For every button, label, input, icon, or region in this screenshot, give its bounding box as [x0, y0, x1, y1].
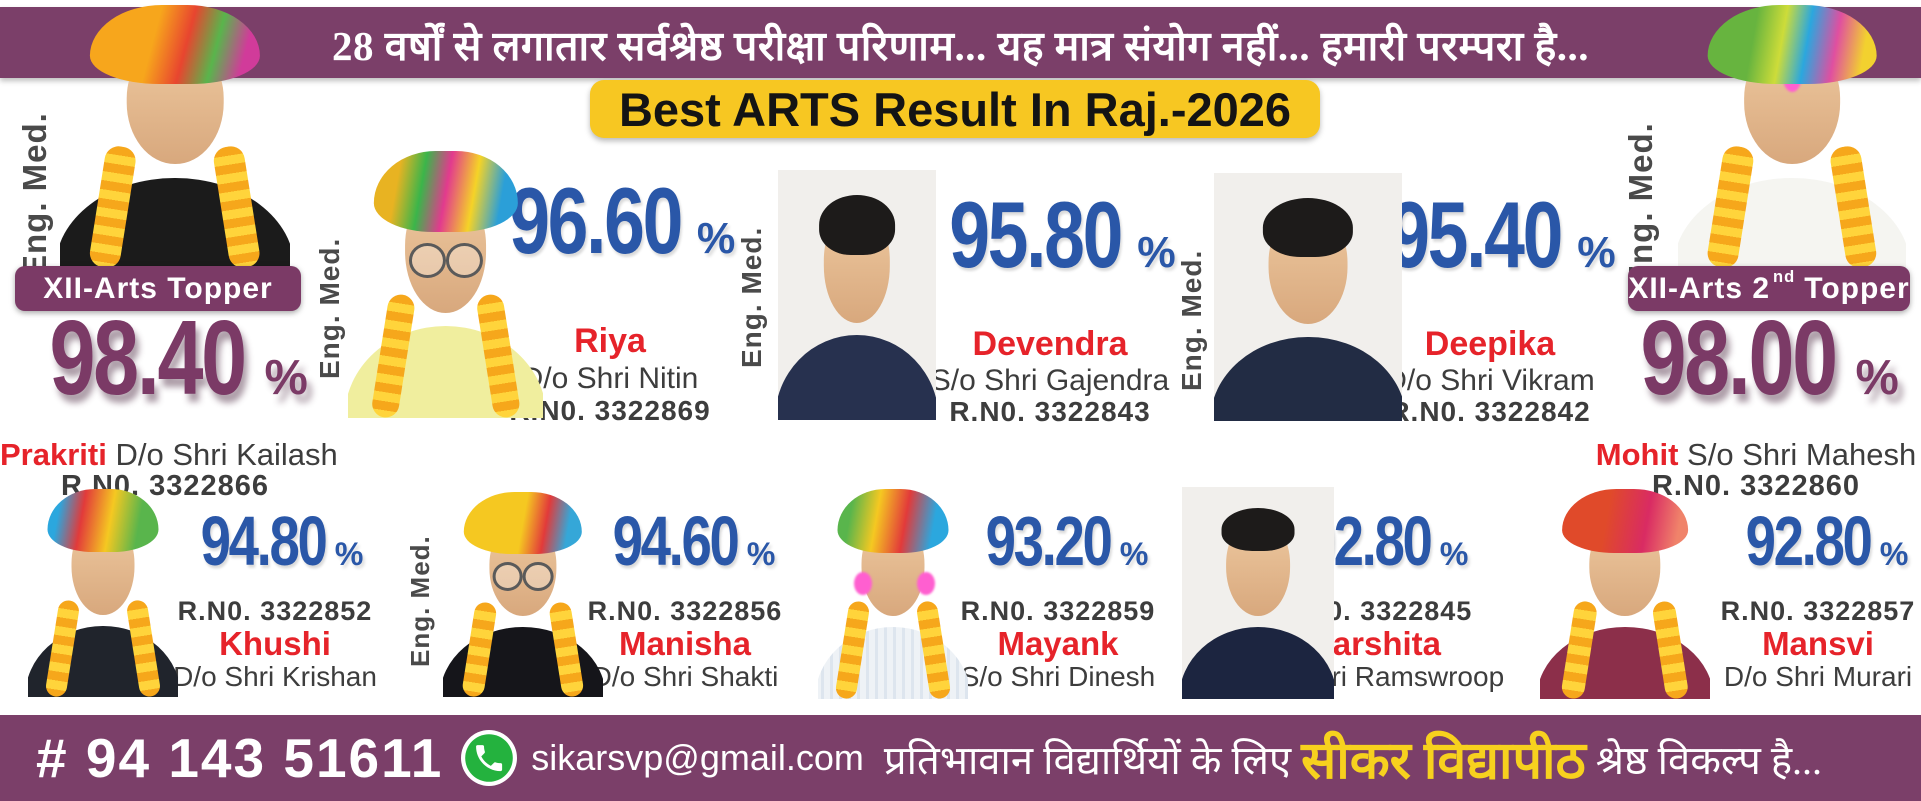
avatar: [818, 487, 968, 699]
name-mayank: Mayank: [997, 625, 1119, 662]
student-photo: [1540, 487, 1710, 699]
avatar: [1182, 487, 1334, 699]
avatar: [1678, 2, 1906, 268]
footer-banner: # 94 143 51611 sikarsvp@gmail.com प्रतिभ…: [0, 715, 1921, 801]
name-prakriti: Prakriti D/o Shri Kailash: [0, 437, 338, 472]
roll-mohit: R.N0. 3322860: [1651, 470, 1861, 502]
percent-mohit: 98.00%: [1638, 299, 1902, 417]
student-photo: [348, 148, 543, 418]
phone-number: # 94 143 51611: [36, 727, 444, 789]
avatar: [1214, 173, 1402, 421]
name-mansvi: Mansvi: [1762, 625, 1874, 662]
relation-manisha: D/o Shri Shakti: [591, 661, 779, 692]
medium-label-devendra: Eng. Med.: [736, 226, 767, 368]
avatar: [348, 148, 543, 418]
roll-mansvi: R.N0. 3322857: [1720, 596, 1916, 626]
roll-khushi: R.N0. 3322852: [177, 596, 373, 626]
student-photo: [1214, 173, 1402, 421]
relation-mayank: S/o Shri Dinesh: [960, 661, 1156, 692]
name-devendra: Devendra: [972, 325, 1128, 363]
name-manisha: Manisha: [618, 625, 752, 662]
name-riya: Riya: [574, 322, 646, 360]
name-deepika: Deepika: [1424, 325, 1556, 363]
avatar: [60, 2, 290, 268]
roll-devendra: R.N0. 3322843: [949, 396, 1151, 427]
percent-prakriti: 98.40%: [47, 299, 311, 417]
roll-manisha: R.N0. 3322856: [587, 596, 783, 626]
avatar: [778, 170, 936, 420]
student-photo: [818, 487, 968, 699]
avatar: [28, 487, 178, 697]
percent-deepika: 95.40%: [1389, 182, 1616, 287]
avatar: [443, 490, 603, 697]
student-photo: [28, 487, 178, 697]
relation-devendra: S/o Shri Gajendra: [930, 364, 1170, 397]
student-photo: [778, 170, 936, 420]
relation-mansvi: D/o Shri Murari: [1723, 661, 1913, 692]
student-photo: [443, 490, 603, 697]
percent-devendra: 95.80%: [949, 182, 1176, 287]
student-photo: [60, 2, 290, 268]
percent-riya: 96.60%: [508, 168, 736, 273]
poster-title: Best ARTS Result In Raj.-2026: [618, 82, 1292, 136]
title-pill: Best ARTS Result In Raj.-2026: [590, 80, 1320, 138]
relation-khushi: D/o Shri Krishan: [173, 661, 377, 692]
percent-mayank: 93.20%: [985, 502, 1149, 580]
percent-manisha: 94.60%: [612, 502, 776, 580]
whatsapp-icon: [461, 730, 518, 786]
relation-riya: D/o Shri Nitin: [521, 362, 699, 395]
student-photo: [1678, 2, 1906, 268]
percent-mansvi: 92.80%: [1745, 502, 1909, 580]
medium-label-riya: Eng. Med.: [314, 237, 345, 379]
name-khushi: Khushi: [219, 625, 331, 662]
relation-deepika: D/o Shri Vikram: [1385, 364, 1595, 397]
name-mohit: Mohit S/o Shri Mahesh: [1595, 437, 1917, 472]
banner-headline: 28 वर्षों से लगातार सर्वश्रेष्ठ परीक्षा …: [332, 23, 1589, 69]
email-address: sikarsvp@gmail.com: [531, 737, 864, 778]
medium-label-manisha: Eng. Med.: [405, 535, 435, 667]
footer-tagline-prefix: प्रतिभावान विद्यार्थियों के लिए: [883, 737, 1292, 783]
footer-tagline-suffix: श्रेष्ठ विकल्प है...: [1595, 737, 1823, 783]
roll-deepika: R.N0. 3322842: [1389, 396, 1591, 427]
percent-khushi: 94.80%: [200, 502, 364, 580]
topper-badge-label: XII-Arts Topper: [43, 271, 273, 305]
roll-mayank: R.N0. 3322859: [960, 596, 1156, 626]
student-photo: [1182, 487, 1334, 699]
topper-badge: XII-Arts Topper: [15, 266, 301, 311]
school-name: सीकर विद्यापीठ: [1301, 732, 1586, 790]
medium-label-deepika: Eng. Med.: [1176, 249, 1207, 391]
top-banner: 28 वर्षों से लगातार सर्वश्रेष्ठ परीक्षा …: [0, 7, 1921, 78]
avatar: [1540, 487, 1710, 699]
